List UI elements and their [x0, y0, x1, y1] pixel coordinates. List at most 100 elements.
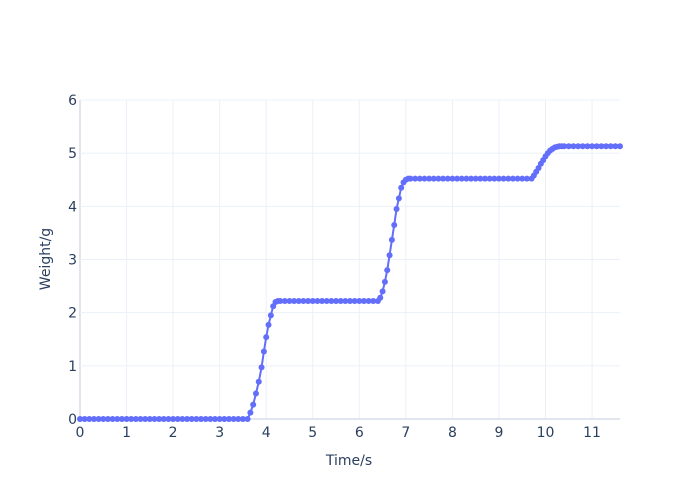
data-point [495, 175, 502, 182]
data-point [255, 378, 262, 385]
data-point [523, 175, 530, 182]
y-axis-title: Weight/g [38, 228, 54, 290]
data-point [328, 297, 335, 304]
data-point [393, 205, 400, 212]
data-point [398, 184, 405, 191]
y-tick-label: 5 [68, 146, 77, 162]
data-point [216, 416, 223, 422]
data-point [165, 416, 172, 422]
data-point [230, 416, 237, 422]
grid-lines [79, 99, 620, 420]
data-point [188, 416, 195, 422]
data-point [491, 175, 498, 182]
data-point [128, 416, 135, 422]
data-point [430, 175, 437, 182]
data-point [377, 294, 384, 301]
data-point [174, 416, 181, 422]
data-point [391, 221, 398, 228]
data-point [244, 416, 251, 422]
data-point [265, 321, 272, 328]
x-tick-label: 9 [495, 425, 504, 441]
data-point [123, 416, 130, 422]
x-tick-label: 7 [401, 425, 410, 441]
data-point [407, 175, 414, 182]
data-point [146, 416, 153, 422]
data-point [81, 416, 88, 422]
series-layer [77, 143, 623, 422]
data-point [309, 297, 316, 304]
data-point [463, 175, 470, 182]
data-point [500, 175, 507, 182]
x-tick-label: 5 [308, 425, 317, 441]
x-axis-title: Time/s [325, 453, 372, 469]
data-point [323, 297, 330, 304]
data-point [95, 416, 102, 422]
data-point [281, 297, 288, 304]
data-point [118, 416, 125, 422]
data-point [589, 143, 596, 150]
x-tick-label: 8 [448, 425, 457, 441]
data-point [449, 175, 456, 182]
data-point [379, 288, 386, 295]
data-point [435, 175, 442, 182]
data-point [598, 143, 605, 150]
data-point [342, 297, 349, 304]
data-point [305, 297, 312, 304]
x-tick-label: 1 [122, 425, 131, 441]
y-tick-label: 0 [68, 412, 77, 428]
data-point [193, 416, 200, 422]
data-point [607, 143, 614, 150]
data-point [212, 416, 218, 422]
data-point [263, 334, 270, 341]
data-point [388, 236, 395, 243]
data-point [570, 143, 577, 150]
data-point [603, 143, 610, 150]
data-point [333, 297, 340, 304]
data-point [593, 143, 600, 150]
data-point [267, 312, 274, 319]
data-point [360, 297, 367, 304]
data-point [179, 416, 186, 422]
data-point [384, 267, 391, 274]
data-point [160, 416, 167, 422]
y-tick-label: 2 [68, 306, 77, 322]
data-point [198, 416, 205, 422]
y-tick-label: 4 [68, 199, 77, 215]
data-point [444, 175, 451, 182]
x-tick-label: 3 [215, 425, 224, 441]
data-point [426, 175, 433, 182]
data-point [184, 416, 191, 422]
data-point [319, 297, 326, 304]
data-point [250, 401, 257, 408]
data-point [277, 297, 284, 304]
data-point [351, 297, 358, 304]
data-point [156, 416, 163, 422]
data-point [207, 416, 214, 422]
data-point [337, 297, 344, 304]
data-point [477, 175, 484, 182]
data-point [505, 175, 512, 182]
data-point [90, 416, 97, 422]
x-tick-label: 4 [262, 425, 271, 441]
data-point [314, 297, 321, 304]
x-tick-label: 10 [537, 425, 555, 441]
data-point [412, 175, 419, 182]
data-point [617, 143, 623, 150]
data-point [239, 416, 246, 422]
data-point [142, 416, 149, 422]
data-point [454, 175, 461, 182]
data-point [221, 416, 228, 422]
data-point [381, 278, 388, 285]
data-point [519, 175, 526, 182]
x-tick-label: 2 [169, 425, 178, 441]
data-point [486, 175, 493, 182]
data-point [514, 175, 521, 182]
data-point [579, 143, 586, 150]
data-point [295, 297, 302, 304]
data-point [509, 175, 516, 182]
data-point [458, 175, 465, 182]
series-line [80, 145, 620, 420]
y-tick-label: 6 [68, 93, 77, 109]
